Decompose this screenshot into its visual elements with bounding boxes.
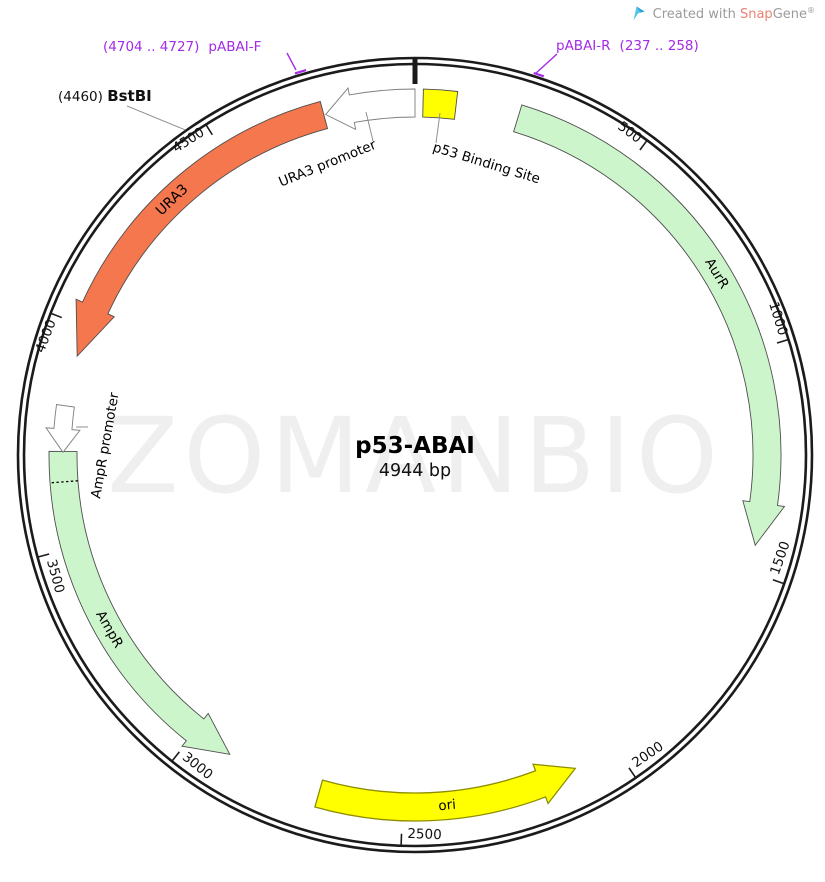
feature-label-ori: ori [438, 797, 457, 815]
primer-label-part-pabai-f-1: pABAI-F [208, 39, 261, 55]
plasmid-length: 4944 bp [379, 461, 451, 481]
primer-label-pabai-f: (4704 .. 4727) pABAI-F [103, 39, 261, 55]
primer-label-part-pabai-f-0: (4704 .. 4727) [103, 39, 199, 55]
primer-label-part-pabai-r-0: pABAI-R [556, 38, 611, 54]
feature-label-ura3-promoter: URA3 promoter [277, 137, 379, 191]
tick-3500 [37, 553, 50, 558]
tick-500 [639, 139, 648, 151]
tick-4500 [205, 124, 213, 136]
tick-label-4000: 4000 [32, 317, 59, 355]
credit-brand-snap: Snap [739, 6, 773, 22]
feature-p53-binding-site [422, 88, 459, 120]
feature-aurr [513, 104, 786, 547]
tick-4000 [50, 312, 63, 319]
credit-text: Created with [652, 6, 740, 22]
feature-ura3-promoter [324, 87, 416, 131]
primer-leader-pabai-r [534, 53, 558, 75]
tick-label-2500: 2500 [407, 826, 442, 843]
tick-1500 [772, 579, 785, 585]
primer-label-pabai-r: pABAI-R (237 .. 258) [556, 38, 699, 54]
tick-label-1000: 1000 [765, 300, 790, 338]
plasmid-title: p53-ABAI [355, 433, 475, 459]
tick-2000 [628, 767, 637, 779]
primer-leader-pabai-f [286, 52, 297, 71]
tick-1000 [776, 338, 789, 344]
primer-site-pabai-f [294, 69, 307, 75]
enzyme-label-bstbi: (4460) BstBI [58, 87, 152, 105]
enzyme-site-position: (4460) [58, 89, 107, 105]
tick-3000 [171, 751, 180, 762]
snapgene-logo-icon [633, 6, 645, 21]
primer-label-part-pabai-r-1: (237 .. 258) [620, 38, 699, 54]
feature-ori [314, 763, 577, 822]
enzyme-site-name: BstBI [107, 87, 152, 105]
feature-label-p53-binding-site: p53 Binding Site [431, 140, 542, 188]
watermark: ZOMANBIO [107, 395, 723, 517]
credit-registered-mark: ® [807, 6, 815, 15]
credit-brand-gene: Gene [772, 6, 807, 22]
leader-ura3-promoter [365, 111, 374, 142]
leader-p53-binding-site [435, 112, 441, 144]
snapgene-credit: Created with Snap Gene ® [632, 6, 815, 22]
leader-bstbi [126, 105, 186, 131]
feature-ampr-promoter [45, 404, 81, 454]
feature-ura3 [75, 100, 329, 358]
